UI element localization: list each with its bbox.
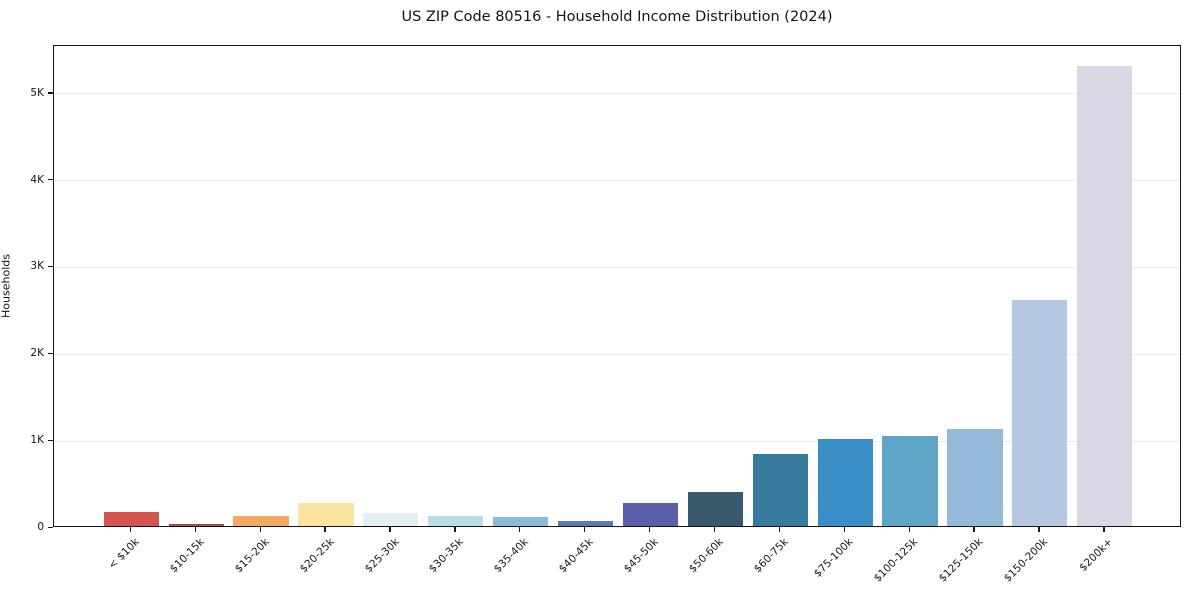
bar--150-200k (1012, 300, 1068, 526)
y-tick-mark-0 (48, 526, 53, 528)
x-tick-mark (454, 527, 456, 532)
x-tick-mark (1103, 527, 1105, 532)
bar--40-45k (557, 521, 614, 526)
gridline-5K (54, 93, 1180, 95)
x-tick-mark (1038, 527, 1040, 532)
x-tick-mark (713, 527, 716, 532)
bar--15-20k (233, 516, 289, 526)
y-tick-label-4K: 4K (30, 173, 44, 186)
x-tick-label--125-150k: $125-150k (936, 536, 986, 585)
x-tick-mark (908, 527, 910, 532)
x-tick-label--10-15k: $10-15k (167, 536, 207, 576)
chart-title: US ZIP Code 80516 - Household Income Dis… (401, 9, 833, 25)
x-tick-label--35-40k: $35-40k (492, 536, 532, 576)
x-tick-mark (973, 527, 975, 532)
x-tick-label--200k+: $200k+ (1077, 536, 1116, 574)
x-tick-mark (324, 527, 326, 532)
bar--45-50k (622, 503, 679, 526)
x-tick-label--60-75k: $60-75k (751, 536, 791, 576)
plot-area (53, 45, 1181, 527)
y-tick-label-1K: 1K (30, 434, 44, 447)
x-tick-label--50-60k: $50-60k (686, 536, 726, 576)
bar--100-125k (882, 435, 938, 526)
x-tick-label--75-100k: $75-100k (811, 536, 856, 580)
x-tick-label--15-20k: $15-20k (232, 536, 272, 576)
y-tick-mark-2K (48, 352, 53, 355)
x-tick-mark (584, 527, 586, 532)
x-tick-label--10k: < $10k (106, 536, 142, 572)
bar--75-100k (817, 439, 873, 526)
bar--10k (103, 512, 159, 526)
bar--125-150k (947, 428, 1003, 526)
y-tick-mark-3K (48, 265, 53, 268)
bar--50-60k (687, 492, 743, 526)
y-tick-label-5K: 5K (30, 86, 44, 99)
bar--35-40k (493, 516, 549, 526)
x-tick-mark (519, 527, 521, 532)
gridline-3K (54, 266, 1180, 268)
x-tick-mark (389, 527, 391, 532)
gridline-4K (54, 180, 1180, 182)
gridline-2K (54, 353, 1180, 355)
y-tick-mark-5K (48, 92, 53, 94)
y-tick-label-0: 0 (37, 521, 44, 533)
x-tick-label--30-35k: $30-35k (427, 536, 467, 576)
x-tick-label--100-125k: $100-125k (872, 536, 921, 585)
x-tick-label--25-30k: $25-30k (362, 536, 402, 576)
bar--200k+ (1077, 65, 1133, 526)
y-tick-label-3K: 3K (30, 260, 44, 273)
x-tick-label--20-25k: $20-25k (297, 536, 337, 576)
bar--25-30k (363, 512, 419, 526)
x-tick-mark (194, 527, 196, 532)
y-tick-mark-4K (48, 179, 53, 181)
bar--60-75k (752, 453, 808, 526)
bar--10-15k (168, 523, 224, 526)
x-tick-label--150-200k: $150-200k (1001, 536, 1051, 585)
bar--30-35k (428, 516, 484, 526)
x-tick-mark (648, 527, 651, 532)
x-tick-mark (129, 527, 132, 532)
y-tick-mark-1K (48, 439, 53, 441)
x-tick-label--40-45k: $40-45k (556, 536, 597, 576)
y-tick-label-2K: 2K (30, 347, 44, 360)
x-tick-mark (843, 527, 845, 532)
x-tick-mark (778, 527, 781, 532)
bar--20-25k (298, 503, 354, 526)
x-tick-label--45-50k: $45-50k (621, 536, 661, 576)
x-tick-mark (259, 527, 261, 532)
gridline-1K (54, 440, 1180, 442)
